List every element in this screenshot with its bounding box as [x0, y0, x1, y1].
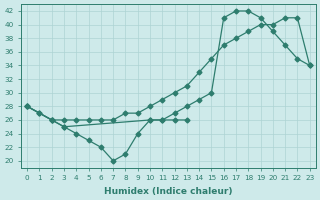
- X-axis label: Humidex (Indice chaleur): Humidex (Indice chaleur): [104, 187, 233, 196]
